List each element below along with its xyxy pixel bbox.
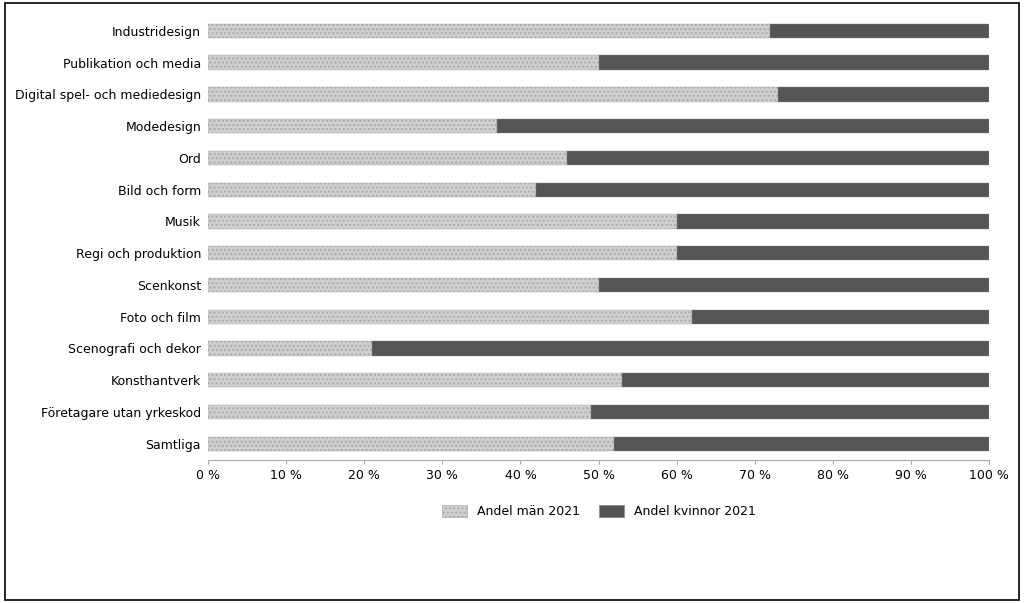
Bar (567, 151, 989, 165)
Bar (208, 24, 770, 38)
Bar (208, 183, 537, 197)
Bar (591, 405, 989, 419)
Bar (208, 373, 622, 387)
Bar (599, 278, 989, 292)
Bar (208, 437, 614, 451)
Bar (208, 405, 591, 419)
Bar (770, 24, 989, 38)
Bar (677, 214, 989, 229)
Bar (372, 341, 989, 356)
Bar (208, 87, 778, 101)
Bar (208, 278, 599, 292)
Bar (208, 119, 497, 133)
Bar (208, 55, 599, 70)
Bar (537, 183, 989, 197)
Bar (599, 55, 989, 70)
Bar (778, 87, 989, 101)
Bar (208, 214, 677, 229)
Bar (692, 309, 989, 324)
Bar (497, 119, 989, 133)
Bar (614, 437, 989, 451)
Legend: Andel män 2021, Andel kvinnor 2021: Andel män 2021, Andel kvinnor 2021 (435, 499, 762, 525)
Bar (208, 246, 677, 260)
Bar (208, 341, 372, 356)
Bar (622, 373, 989, 387)
Bar (208, 309, 692, 324)
Bar (208, 151, 567, 165)
Bar (677, 246, 989, 260)
